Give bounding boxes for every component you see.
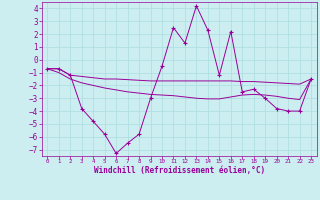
X-axis label: Windchill (Refroidissement éolien,°C): Windchill (Refroidissement éolien,°C)	[94, 166, 265, 175]
